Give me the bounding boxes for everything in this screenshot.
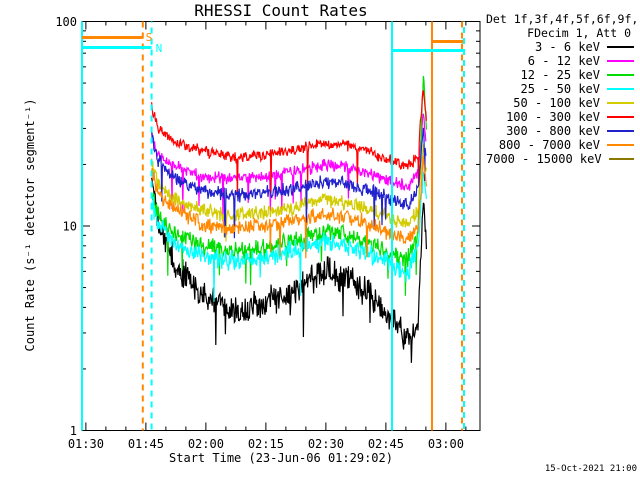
legend-entry: 3 - 6 keV: [486, 40, 636, 54]
legend-entry: 7000 - 15000 keV: [486, 152, 636, 166]
x-tick-label: 03:00: [428, 437, 464, 451]
legend-swatch: [607, 74, 634, 76]
x-tick-label: 01:30: [68, 437, 104, 451]
legend-swatch: [607, 116, 634, 118]
series-line-300-800keV: [151, 127, 427, 239]
series-line-800-7000keV: [151, 155, 427, 259]
x-tick-label: 02:30: [308, 437, 344, 451]
legend-detector-header: Det 1f,3f,4f,5f,6f,9f,: [486, 12, 639, 26]
legend-entry-label: 100 - 300 keV: [506, 110, 600, 124]
legend-swatch: [607, 144, 634, 146]
legend-entry-label: 6 - 12 keV: [527, 54, 600, 68]
legend-entry: 6 - 12 keV: [486, 54, 636, 68]
legend-entry-label: 12 - 25 keV: [520, 68, 600, 82]
legend-entry: 100 - 300 keV: [486, 110, 636, 124]
legend-entry-label: 3 - 6 keV: [534, 40, 600, 54]
legend-entry-label: 50 - 100 keV: [513, 96, 600, 110]
legend-entry-label: 7000 - 15000 keV: [486, 152, 602, 166]
legend-swatch: [607, 60, 634, 62]
event-label-s: S: [146, 31, 153, 44]
x-axis-label: Start Time (23-Jun-06 01:29:02): [169, 451, 393, 465]
legend-entry: 25 - 50 keV: [486, 82, 636, 96]
x-tick-label: 01:45: [128, 437, 164, 451]
plot-creation-timestamp: 15-Oct-2021 21:00: [544, 464, 637, 474]
legend-entry-label: 800 - 7000 keV: [498, 138, 600, 152]
legend-decim-header: FDecim 1, Att 0: [527, 26, 631, 40]
legend-entry: 800 - 7000 keV: [486, 138, 636, 152]
legend: Det 1f,3f,4f,5f,6f,9f, FDecim 1, Att 0 3…: [486, 12, 639, 166]
event-label-n: N: [156, 42, 163, 55]
legend-entry-label: 25 - 50 keV: [520, 82, 600, 96]
series-line-6-12keV: [151, 113, 427, 222]
legend-entry: 300 - 800 keV: [486, 124, 636, 138]
legend-entry: 50 - 100 keV: [486, 96, 636, 110]
series-line-25-50keV: [151, 171, 427, 302]
series-line-3-6keV: [151, 177, 427, 363]
legend-swatch: [607, 130, 634, 132]
legend-entries: 3 - 6 keV 6 - 12 keV 12 - 25 keV 25 - 50 ke…: [486, 40, 636, 166]
x-tick-label: 02:00: [188, 437, 224, 451]
event-bar-saa-bar-right: [432, 40, 464, 43]
x-tick-label: 02:15: [248, 437, 284, 451]
legend-entry: 12 - 25 keV: [486, 68, 636, 82]
series-line-12-25keV: [151, 75, 427, 296]
y-tick-label: 100: [55, 15, 77, 29]
event-bar-night-bar-left: [82, 46, 152, 49]
series-line-100-300keV: [151, 89, 427, 198]
legend-swatch: [607, 88, 634, 90]
x-tick-label: 02:45: [368, 437, 404, 451]
page-title: RHESSI Count Rates: [194, 1, 368, 20]
legend-swatch: [607, 102, 634, 104]
legend-entry-label: 300 - 800 keV: [506, 124, 600, 138]
series-line-50-100keV: [151, 144, 427, 242]
event-bar-night-bar-right: [392, 49, 464, 52]
y-tick-label: 10: [63, 220, 77, 234]
legend-swatch: [607, 46, 634, 48]
y-tick-label: 1: [70, 424, 77, 438]
event-bar-saa-bar-left: [82, 36, 143, 39]
legend-swatch: [608, 158, 634, 160]
